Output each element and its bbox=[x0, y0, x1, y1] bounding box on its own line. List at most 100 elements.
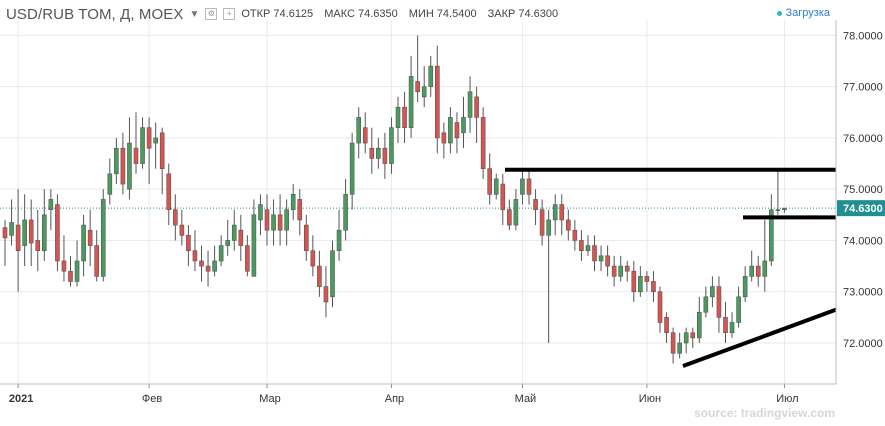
candle-body bbox=[605, 255, 610, 267]
candle-body bbox=[434, 65, 440, 139]
candle-body bbox=[245, 245, 250, 272]
candle-body bbox=[22, 219, 27, 246]
chart-header: USD/RUB TOM, Д, MOEX ▼ ⚙ + ОТКР 74.6125 М… bbox=[0, 0, 885, 28]
candle-body bbox=[546, 219, 551, 236]
ohlc-readout: ОТКР 74.6125 МАКС 74.6350 МИН 74.5400 ЗАКР 7… bbox=[241, 8, 566, 20]
candle-body bbox=[303, 224, 309, 252]
candle-body bbox=[487, 168, 493, 195]
candle-body bbox=[493, 178, 499, 195]
candle-body bbox=[68, 270, 73, 282]
candle-body bbox=[28, 219, 34, 244]
candle-body bbox=[624, 265, 630, 272]
candle-body bbox=[480, 117, 486, 169]
trendlines bbox=[505, 167, 837, 368]
candle-body bbox=[395, 106, 401, 128]
candle-body bbox=[225, 240, 230, 246]
candle-body bbox=[664, 317, 669, 334]
price-tag-label: 74.6300 bbox=[843, 203, 883, 215]
candle-body bbox=[454, 122, 460, 139]
candle-body bbox=[179, 224, 185, 236]
x-tick-label: Мар bbox=[259, 393, 281, 405]
candle-body bbox=[264, 209, 270, 231]
candle-body bbox=[389, 127, 394, 164]
settings-icon[interactable]: ⚙ bbox=[205, 8, 218, 20]
price-tag-bg bbox=[837, 200, 885, 217]
candle-body bbox=[114, 147, 119, 175]
candle-body bbox=[670, 332, 676, 354]
candle-body bbox=[638, 276, 643, 293]
add-icon[interactable]: + bbox=[223, 8, 236, 20]
candle-body bbox=[349, 142, 355, 195]
y-tick-label: 72.0000 bbox=[843, 338, 883, 350]
candle-body bbox=[428, 65, 434, 87]
candle-body bbox=[120, 147, 126, 185]
candle-body bbox=[402, 106, 407, 128]
candle-body bbox=[742, 276, 748, 298]
uptrend-line bbox=[682, 307, 837, 368]
candle-body bbox=[336, 229, 342, 252]
candle-body bbox=[579, 240, 584, 252]
candle-body bbox=[467, 91, 473, 118]
candle-body bbox=[552, 204, 558, 221]
high-label: МАКС bbox=[324, 8, 355, 20]
candle-body bbox=[520, 178, 525, 195]
candle-body bbox=[618, 265, 624, 277]
candle-body bbox=[100, 199, 106, 277]
candle-body bbox=[218, 245, 224, 262]
candle-body bbox=[251, 214, 257, 277]
candle-body bbox=[35, 240, 41, 252]
candle-body bbox=[585, 245, 591, 252]
candle-body bbox=[238, 229, 244, 246]
candle-body bbox=[192, 250, 198, 262]
x-tick-label: Апр bbox=[385, 393, 404, 405]
loading-label: Загрузка bbox=[785, 7, 830, 19]
candle-body bbox=[356, 117, 362, 144]
open-label: ОТКР bbox=[241, 8, 271, 20]
candle-body bbox=[474, 96, 479, 118]
candle-body bbox=[146, 127, 152, 149]
candle-body bbox=[559, 204, 565, 221]
candle-body bbox=[127, 142, 132, 190]
loading-dot-icon bbox=[776, 10, 782, 16]
low-label: МИН bbox=[408, 8, 434, 20]
candle-body bbox=[199, 260, 204, 267]
candle-body bbox=[415, 81, 420, 93]
candle-body bbox=[9, 222, 14, 236]
candle-body bbox=[677, 342, 682, 354]
high-value: 74.6350 bbox=[357, 8, 398, 20]
candle-body bbox=[592, 245, 597, 262]
close-label: ЗАКР bbox=[487, 8, 516, 20]
y-tick-label: 75.0000 bbox=[843, 184, 883, 196]
candle-body bbox=[690, 332, 696, 339]
low-value: 74.5400 bbox=[436, 8, 477, 20]
candle-body bbox=[140, 127, 145, 164]
candles bbox=[2, 35, 787, 364]
candle-body bbox=[421, 86, 427, 98]
candle-body bbox=[271, 214, 276, 231]
chevron-down-icon[interactable]: ▼ bbox=[189, 8, 200, 20]
candle-body bbox=[87, 229, 93, 246]
candle-body bbox=[598, 255, 604, 262]
candle-body bbox=[330, 250, 335, 298]
candle-body bbox=[133, 147, 139, 164]
candle-body bbox=[533, 199, 538, 210]
candle-body bbox=[41, 214, 47, 252]
candle-body bbox=[710, 286, 715, 298]
candle-body bbox=[284, 209, 289, 231]
candle-body bbox=[231, 224, 237, 241]
candle-body bbox=[565, 219, 571, 231]
candle-body bbox=[441, 132, 447, 144]
candle-body bbox=[408, 76, 414, 128]
symbol-title[interactable]: USD/RUB TOM, Д, MOEX bbox=[6, 5, 184, 23]
candle-body bbox=[81, 224, 86, 262]
candle-body bbox=[749, 265, 755, 277]
price-tag: 74.6300 bbox=[837, 200, 885, 217]
candle-body bbox=[644, 276, 650, 282]
candle-body bbox=[205, 265, 211, 272]
open-value: 74.6125 bbox=[273, 8, 314, 20]
candle-body bbox=[782, 207, 787, 210]
candle-body bbox=[258, 204, 263, 221]
y-tick-label: 73.0000 bbox=[843, 287, 883, 299]
